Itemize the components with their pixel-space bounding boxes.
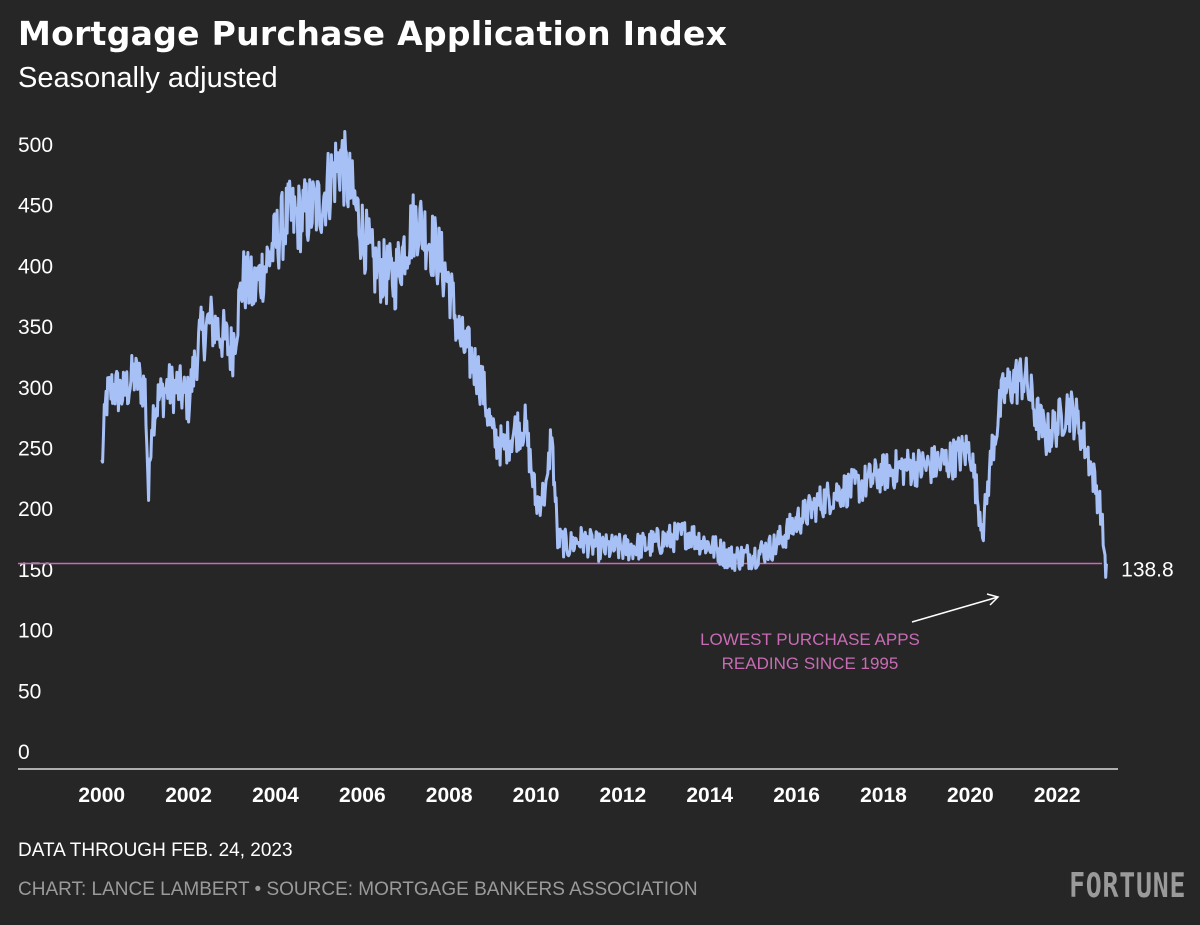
x-tick-label: 2000 — [78, 784, 125, 807]
y-tick-label: 100 — [18, 620, 53, 643]
y-tick-label: 150 — [18, 559, 53, 582]
y-tick-label: 250 — [18, 438, 53, 461]
chart-subtitle: Seasonally adjusted — [18, 62, 278, 94]
x-tick-label: 2004 — [252, 784, 299, 807]
fortune-logo: FORTUNE — [1068, 866, 1186, 906]
y-axis-ticks: 0 50 100 150 200 250 300 350 400 450 500 — [18, 134, 53, 764]
data-through-note: DATA THROUGH FEB. 24, 2023 — [18, 840, 293, 861]
annotation-text-line-1: LOWEST PURCHASE APPS — [700, 630, 920, 649]
low-reading-annotation: LOWEST PURCHASE APPS READING SINCE 1995 — [700, 593, 1000, 673]
y-tick-label: 0 — [18, 741, 30, 764]
annotation-arrowhead — [986, 593, 1000, 606]
end-value-label: 138.8 — [1121, 558, 1174, 581]
x-tick-label: 2020 — [947, 784, 994, 807]
y-tick-label: 500 — [18, 134, 53, 157]
y-tick-label: 50 — [18, 680, 41, 703]
x-tick-label: 2002 — [165, 784, 212, 807]
x-tick-label: 2008 — [426, 784, 473, 807]
annotation-text-line-2: READING SINCE 1995 — [722, 654, 899, 673]
x-axis-ticks: 2000 2002 2004 2006 2008 2010 2012 2014 2016 2018… — [78, 784, 1080, 807]
series-line — [100, 130, 1109, 579]
x-tick-label: 2018 — [860, 784, 907, 807]
x-tick-label: 2010 — [513, 784, 560, 807]
y-tick-label: 350 — [18, 316, 53, 339]
source-credit: CHART: LANCE LAMBERT • SOURCE: MORTGAGE … — [18, 879, 698, 900]
y-tick-label: 300 — [18, 377, 53, 400]
y-tick-label: 450 — [18, 195, 53, 218]
x-tick-label: 2014 — [686, 784, 733, 807]
x-tick-label: 2006 — [339, 784, 386, 807]
x-tick-label: 2012 — [600, 784, 647, 807]
y-tick-label: 400 — [18, 255, 53, 278]
x-tick-label: 2022 — [1034, 784, 1081, 807]
annotation-arrow — [911, 596, 999, 623]
chart-title: Mortgage Purchase Application Index — [18, 14, 728, 53]
x-tick-label: 2016 — [773, 784, 820, 807]
y-tick-label: 200 — [18, 498, 53, 521]
